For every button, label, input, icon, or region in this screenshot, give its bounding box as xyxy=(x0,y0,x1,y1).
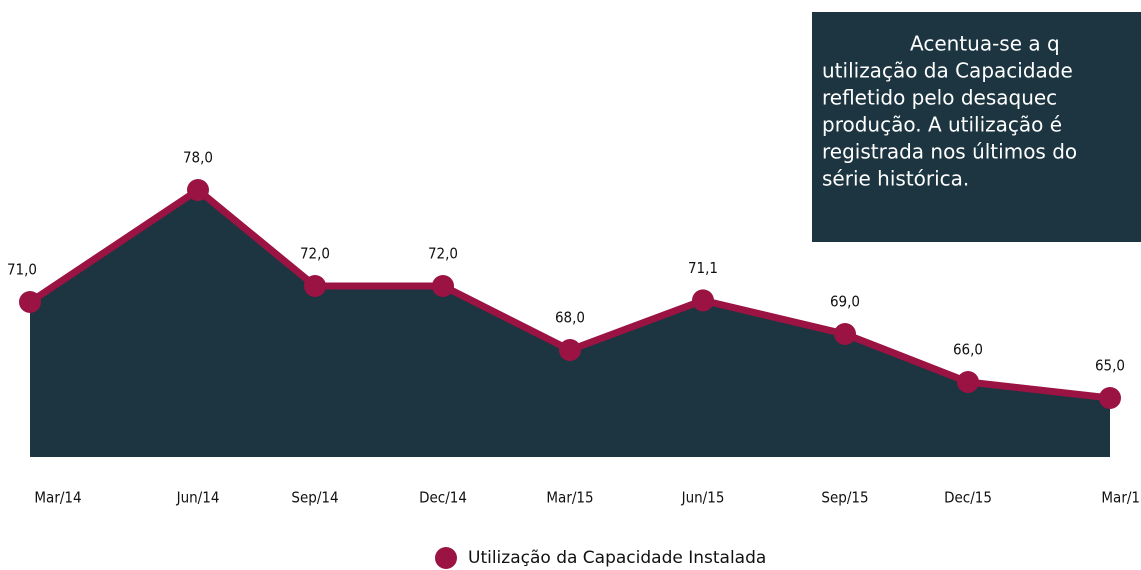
annotation-box xyxy=(812,12,1141,242)
value-label: 68,0 xyxy=(555,309,585,327)
value-label: 69,0 xyxy=(830,293,860,311)
point xyxy=(1099,387,1121,409)
annotation-line: série histórica. xyxy=(822,167,969,191)
annotation-line: refletido pelo desaquec xyxy=(822,86,1057,110)
annotation-line: Acentua-se a q xyxy=(910,32,1060,56)
value-label: 72,0 xyxy=(428,245,458,263)
x-tick-label: Sep/15 xyxy=(821,489,868,507)
point xyxy=(304,275,326,297)
area xyxy=(30,190,1110,457)
value-label: 78,0 xyxy=(183,149,213,167)
annotation-line: utilização da Capacidade xyxy=(822,59,1073,83)
point xyxy=(187,179,209,201)
value-label: 71,1 xyxy=(688,259,718,277)
point xyxy=(559,339,581,361)
x-tick-label: Mar/15 xyxy=(546,489,593,507)
point xyxy=(957,371,979,393)
point xyxy=(692,289,714,312)
x-tick-label: Jun/15 xyxy=(681,489,725,507)
legend-marker xyxy=(435,547,457,569)
point xyxy=(19,291,41,313)
x-tick-label: Sep/14 xyxy=(291,489,338,507)
x-tick-label: Mar/14 xyxy=(34,489,81,507)
legend-label: Utilização da Capacidade Instalada xyxy=(468,548,766,568)
x-tick-label: Dec/14 xyxy=(419,489,467,507)
x-tick-label: Jun/14 xyxy=(176,489,220,507)
annotation-line: produção. A utilização é xyxy=(822,113,1062,137)
point xyxy=(834,323,856,345)
value-label: 65,0 xyxy=(1095,357,1125,375)
x-tick-label: Dec/15 xyxy=(944,489,992,507)
annotation-line: registrada nos últimos do xyxy=(822,140,1077,164)
value-label: 66,0 xyxy=(953,341,983,359)
value-label: 72,0 xyxy=(300,245,330,263)
x-tick-label: Mar/16 xyxy=(1101,489,1141,507)
point xyxy=(432,275,454,297)
value-label: 71,0 xyxy=(7,261,37,279)
